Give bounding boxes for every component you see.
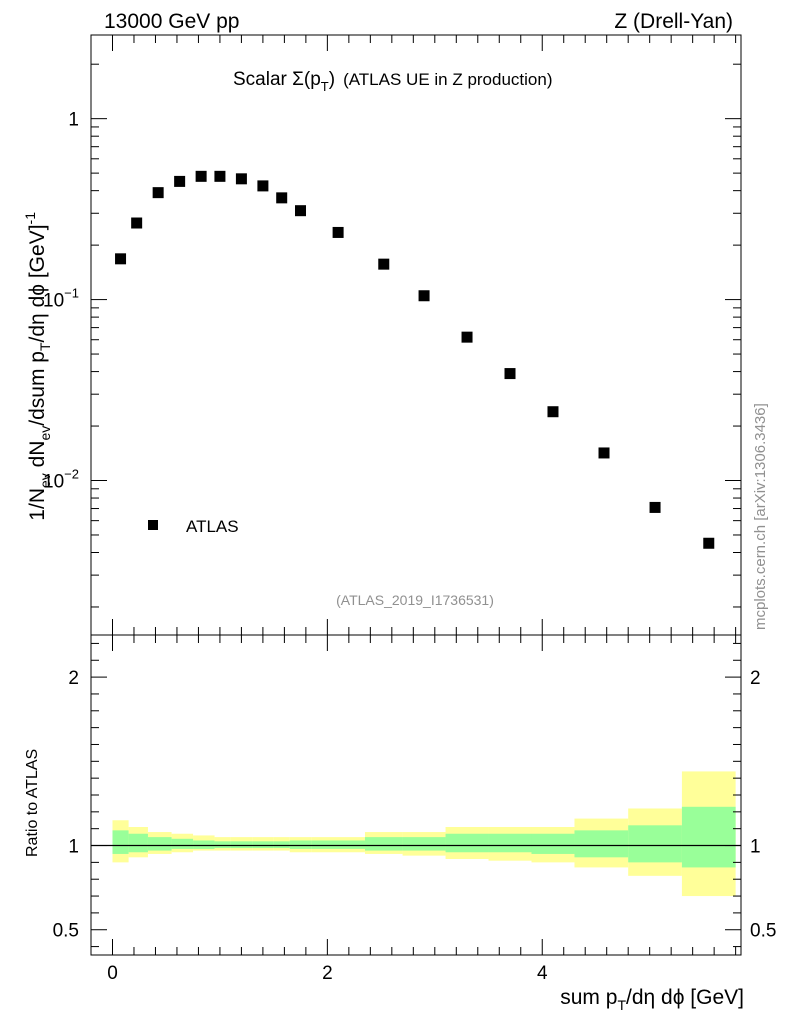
data-point bbox=[703, 537, 715, 549]
plot-title-sub: T bbox=[321, 79, 329, 94]
ratio-band-inner bbox=[252, 841, 274, 849]
data-point bbox=[598, 447, 610, 459]
main-ytick-label: 10−2 bbox=[43, 467, 79, 493]
ratio-band-inner bbox=[193, 840, 215, 849]
analysis-id: (ATLAS_2019_I1736531) bbox=[336, 592, 494, 608]
ratio-band-inner bbox=[214, 841, 231, 849]
data-point bbox=[295, 205, 307, 217]
plot-title-rest: (ATLAS UE in Z production) bbox=[343, 70, 552, 89]
ratio-band-inner bbox=[681, 806, 736, 868]
data-point bbox=[195, 170, 207, 182]
ratio-band-inner bbox=[128, 833, 148, 853]
xtick-label: 4 bbox=[537, 963, 548, 984]
data-point bbox=[115, 253, 127, 265]
data-point bbox=[378, 258, 390, 270]
ratio-ytick-label-left: 2 bbox=[68, 668, 79, 689]
ratio-band-inner bbox=[147, 837, 172, 851]
ratio-axes: 0.5 0.5 1 1 2 2 0 2 4 bbox=[53, 635, 776, 984]
side-label: mcplots.cern.ch [arXiv:1306.3436] bbox=[752, 403, 769, 630]
ratio-ytick-label-right: 1 bbox=[750, 837, 761, 858]
plot-title-main: Scalar Σ(p bbox=[233, 69, 321, 90]
data-point bbox=[174, 175, 186, 187]
ratio-ytick-label-right: 2 bbox=[750, 668, 761, 689]
plot-title: Scalar Σ(pT) (ATLAS UE in Z production) bbox=[233, 69, 553, 94]
data-points bbox=[115, 170, 715, 549]
data-point bbox=[235, 173, 247, 185]
ratio-ytick-label-right: 0.5 bbox=[750, 921, 776, 942]
ratio-band-inner bbox=[364, 837, 403, 851]
ratio-panel-frame bbox=[90, 634, 742, 956]
ratio-bands bbox=[91, 771, 741, 897]
data-point bbox=[649, 501, 661, 513]
ratio-band-inner bbox=[112, 830, 129, 854]
ratio-band-inner bbox=[574, 830, 629, 858]
ratio-band-inner bbox=[230, 841, 253, 849]
ratio-band-inner bbox=[531, 833, 575, 854]
data-point bbox=[276, 192, 288, 204]
data-point bbox=[214, 170, 226, 182]
ratio-ylabel: Ratio to ATLAS bbox=[24, 749, 41, 857]
legend-marker bbox=[148, 520, 158, 530]
ratio-band-inner bbox=[445, 833, 489, 853]
ratio-ytick-label-left: 1 bbox=[68, 837, 79, 858]
data-point bbox=[504, 368, 516, 380]
ratio-band-inner bbox=[402, 837, 446, 851]
main-ylabel: 1/Nev dNev/dsum pT/dη dϕ [GeV]-1 bbox=[22, 212, 53, 521]
xtick-label: 0 bbox=[107, 963, 118, 984]
data-point bbox=[461, 331, 473, 343]
header-left: 13000 GeV pp bbox=[104, 10, 239, 33]
ratio-band-inner bbox=[273, 841, 290, 849]
main-axes: 1 10−1 10−2 bbox=[43, 35, 741, 635]
legend-label: ATLAS bbox=[186, 517, 239, 536]
data-point bbox=[418, 290, 430, 302]
data-point bbox=[257, 180, 269, 192]
xtick-label: 2 bbox=[322, 963, 333, 984]
ratio-band-inner bbox=[171, 838, 194, 849]
data-point bbox=[131, 217, 143, 229]
plot-title-close: ) bbox=[329, 69, 335, 90]
ratio-band-inner bbox=[289, 840, 312, 849]
data-point bbox=[152, 187, 164, 199]
svg-text:1/Nev dNev/dsum pT/dη dϕ [GeV: 1/Nev dNev/dsum pT/dη dϕ [GeV]-1 bbox=[22, 212, 53, 521]
main-ytick-label: 10−1 bbox=[43, 286, 79, 312]
x-axis-title: sum pT/dη dϕ [GeV] bbox=[560, 986, 744, 1013]
ratio-band-inner bbox=[311, 840, 365, 849]
ratio-ytick-label-left: 0.5 bbox=[53, 921, 79, 942]
data-point bbox=[547, 406, 559, 418]
ratio-band-inner bbox=[488, 833, 532, 853]
ratio-band-inner bbox=[628, 825, 682, 863]
main-ytick-label: 1 bbox=[68, 110, 79, 131]
main-panel-frame bbox=[90, 34, 742, 636]
header-right: Z (Drell-Yan) bbox=[614, 10, 733, 33]
data-point bbox=[332, 226, 344, 238]
